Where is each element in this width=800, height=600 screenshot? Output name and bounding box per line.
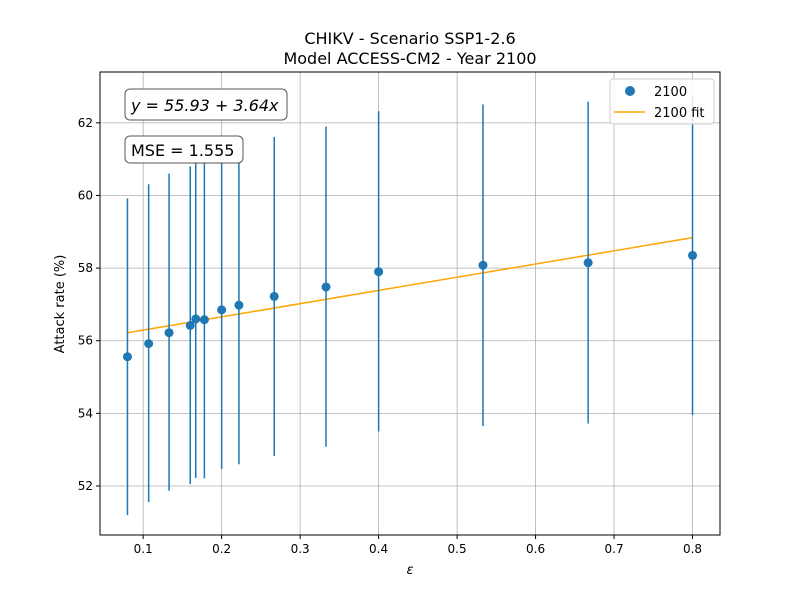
- x-tick-label: 0.3: [291, 542, 310, 556]
- data-point: [164, 328, 174, 338]
- data-point: [191, 314, 201, 324]
- mse-text: MSE = 1.555: [131, 141, 234, 160]
- equation-text: y = 55.93 + 3.64x: [130, 96, 279, 115]
- x-tick-label: 0.5: [448, 542, 467, 556]
- data-point: [234, 300, 244, 310]
- x-axis-ticks: 0.1 0.2 0.3 0.4 0.5 0.6 0.7 0.8: [134, 535, 702, 556]
- x-tick-label: 0.8: [683, 542, 702, 556]
- equation-box-frame: [124, 88, 288, 121]
- x-tick-label: 0.1: [134, 542, 153, 556]
- y-tick-label: 62: [78, 116, 93, 130]
- data-point: [217, 305, 227, 315]
- chart-title-line-1: CHIKV - Scenario SSP1-2.6: [304, 29, 515, 48]
- y-tick-label: 56: [78, 334, 93, 348]
- data-points: [122, 250, 698, 362]
- chart-title-line-2: Model ACCESS-CM2 - Year 2100: [283, 49, 536, 68]
- data-point: [688, 250, 698, 260]
- mse-box-frame: [124, 135, 244, 164]
- data-point: [583, 258, 593, 268]
- data-point: [185, 320, 195, 330]
- x-tick-label: 0.6: [526, 542, 545, 556]
- y-axis-ticks: 52 54 56 58 60 62: [78, 116, 100, 493]
- y-tick-label: 54: [78, 406, 93, 420]
- data-point: [374, 267, 384, 277]
- data-point: [199, 315, 209, 325]
- legend-marker-2100: [625, 86, 635, 96]
- plot-frame: [99, 71, 721, 536]
- data-point: [478, 260, 488, 270]
- x-axis-label: ε: [406, 563, 413, 578]
- data-point: [321, 282, 331, 292]
- y-tick-label: 52: [78, 479, 93, 493]
- data-point: [269, 291, 279, 301]
- data-point: [122, 352, 132, 362]
- y-axis-label: Attack rate (%): [53, 255, 68, 354]
- mse-box: MSE = 1.555: [124, 135, 244, 164]
- y-tick-label: 60: [78, 188, 93, 202]
- legend: 2100 2100 fit: [609, 78, 715, 125]
- legend-label-fit: 2100 fit: [654, 106, 705, 121]
- x-tick-label: 0.4: [369, 542, 388, 556]
- x-tick-label: 0.2: [212, 542, 231, 556]
- x-tick-label: 0.7: [605, 542, 624, 556]
- legend-label-2100: 2100: [654, 85, 687, 100]
- y-tick-label: 58: [78, 261, 93, 275]
- data-point: [144, 339, 154, 349]
- equation-box: y = 55.93 + 3.64x: [124, 88, 288, 121]
